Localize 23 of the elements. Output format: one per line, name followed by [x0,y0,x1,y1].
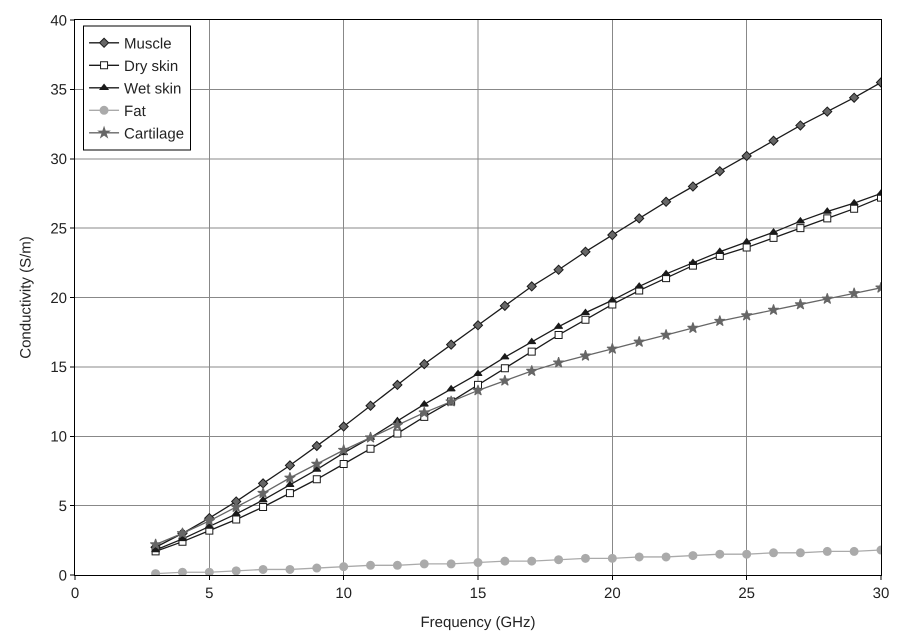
y-tick-label: 0 [58,567,67,584]
x-tick-label: 30 [872,585,890,602]
y-tick-label: 35 [50,82,67,99]
y-tick-label: 25 [50,220,67,238]
y-tick-label: 30 [50,151,67,168]
legend-label: Wet skin [124,80,182,98]
x-tick-label: 0 [70,585,80,602]
x-tick-label: 5 [205,585,214,602]
x-tick-label: 10 [335,585,352,602]
x-tick-label: 25 [738,585,756,602]
y-tick-label: 20 [50,290,67,307]
y-tick-label: 10 [50,428,67,446]
y-tick-label: 40 [50,12,67,30]
x-axis-title: Frequency (GHz) [420,614,536,631]
x-tick-label: 15 [470,585,486,602]
y-tick-label: 15 [50,359,67,376]
legend-label: Cartilage [124,126,184,143]
legend-label: Dry skin [124,58,178,76]
legend-label: Muscle [124,36,172,53]
y-tick-label: 5 [58,498,67,515]
x-tick-label: 20 [604,585,621,602]
y-axis-title: Conductivity (S/m) [18,236,35,359]
legend-label: Fat [124,103,147,120]
